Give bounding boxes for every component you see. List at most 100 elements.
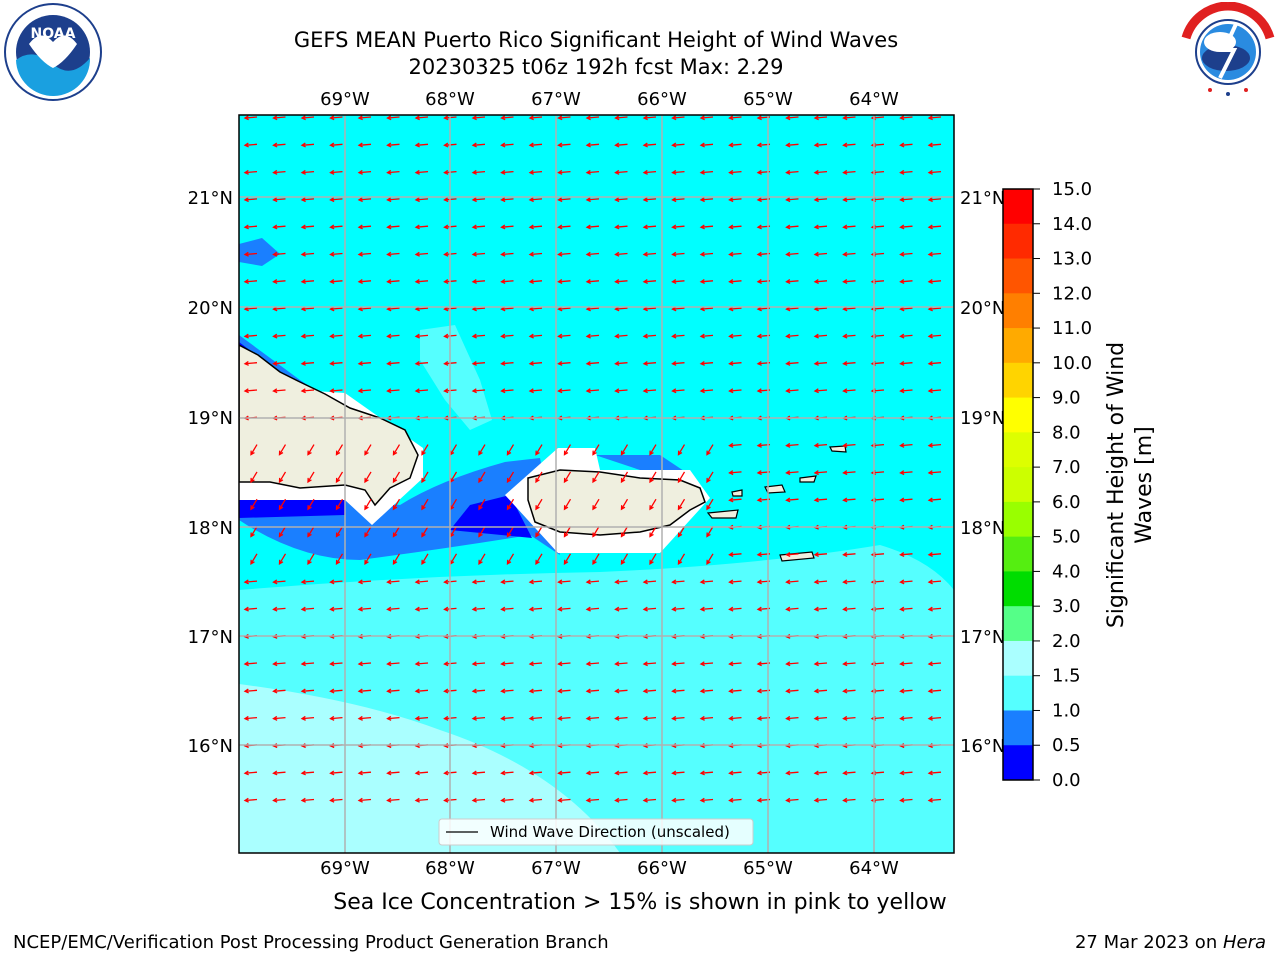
wave-arrow xyxy=(329,333,343,339)
wave-arrow xyxy=(642,115,657,121)
wave-arrow xyxy=(813,360,828,366)
wave-arrow xyxy=(386,770,400,776)
lat-label: 21°N xyxy=(960,188,1005,209)
wave-arrow xyxy=(842,497,856,503)
wave-arrow xyxy=(414,715,429,721)
wave-arrow xyxy=(557,606,571,612)
wave-arrow xyxy=(528,579,543,585)
wave-arrow xyxy=(927,770,942,776)
wave-arrow xyxy=(785,552,799,558)
wave-arrow xyxy=(471,715,486,721)
wave-arrow xyxy=(471,115,486,121)
wave-arrow xyxy=(785,497,799,503)
wave-arrow xyxy=(557,797,571,803)
colorbar-tick-label: 0.0 xyxy=(1052,770,1081,791)
wave-arrow xyxy=(585,388,600,394)
wave-arrow xyxy=(642,606,657,612)
wave-arrow xyxy=(250,526,258,538)
wave-arrow xyxy=(414,579,429,585)
wave-arrow xyxy=(842,333,856,339)
wave-arrow xyxy=(528,115,543,121)
wave-arrow xyxy=(243,715,258,721)
wave-arrow xyxy=(899,552,913,558)
wave-arrow xyxy=(585,197,600,203)
wave-arrow xyxy=(243,388,258,394)
wave-arrow xyxy=(728,470,742,476)
wave-arrow xyxy=(671,360,685,366)
noaa-logo: NOAA xyxy=(4,3,102,101)
wave-arrow xyxy=(699,169,714,175)
wave-arrow xyxy=(785,115,799,121)
wave-arrow xyxy=(500,333,514,339)
colorbar-segment xyxy=(1003,571,1033,607)
colorbar-segment xyxy=(1003,501,1033,538)
wave-arrow xyxy=(620,553,629,565)
wave-arrow xyxy=(243,688,258,694)
wave-arrow xyxy=(300,797,315,803)
wave-arrow xyxy=(813,579,828,585)
lat-label: 20°N xyxy=(188,298,233,319)
wave-arrow xyxy=(414,115,429,121)
wave-arrow xyxy=(899,197,913,203)
wave-arrow xyxy=(414,142,429,148)
wave-arrow xyxy=(785,606,799,612)
wave-arrow xyxy=(300,661,315,667)
wave-arrow xyxy=(927,360,942,366)
wave-arrow xyxy=(471,797,486,803)
wave-arrow xyxy=(785,661,799,667)
wave-arrow xyxy=(728,169,742,175)
wave-arrow xyxy=(557,169,571,175)
lat-label: 16°N xyxy=(188,736,233,757)
wave-arrow xyxy=(272,169,286,175)
noaa-logo-text: NOAA xyxy=(31,26,76,42)
wave-arrow xyxy=(842,360,856,366)
wave-arrow xyxy=(557,251,571,257)
wave-arrow xyxy=(357,770,372,776)
wave-arrow xyxy=(329,715,343,721)
wave-arrow xyxy=(329,360,343,366)
wave-arrow xyxy=(557,661,571,667)
wave-arrow xyxy=(535,444,543,456)
wave-arrow xyxy=(677,444,686,456)
wave-arrow xyxy=(699,688,714,694)
wave-arrow xyxy=(272,688,286,694)
wave-arrow xyxy=(671,333,685,339)
wave-arrow xyxy=(813,224,828,230)
wave-arrow xyxy=(699,797,714,803)
wave-arrow xyxy=(699,606,714,612)
wave-arrow xyxy=(842,770,856,776)
wave-arrow xyxy=(272,197,286,203)
wave-arrow xyxy=(557,224,571,230)
wave-arrow xyxy=(528,797,543,803)
wave-arrow xyxy=(478,471,486,484)
wave-arrow xyxy=(557,142,571,148)
colorbar-tick-label: 0.5 xyxy=(1052,735,1081,756)
wave-arrow xyxy=(250,498,258,511)
wave-arrow xyxy=(272,797,286,803)
wave-arrow xyxy=(500,688,514,694)
wave-arrow xyxy=(899,797,913,803)
colorbar-tick-label: 2.0 xyxy=(1052,631,1081,652)
footer-date: 27 Mar 2023 on Hera xyxy=(1075,932,1266,953)
wave-arrow xyxy=(357,579,372,585)
wave-arrow xyxy=(585,115,600,121)
wave-arrow xyxy=(500,715,514,721)
wave-arrow xyxy=(592,498,600,511)
wave-arrow xyxy=(614,770,628,776)
wave-arrow xyxy=(813,279,828,285)
wave-arrow xyxy=(842,552,856,558)
wave-arrow xyxy=(620,526,629,538)
wave-arrow xyxy=(927,279,942,285)
wave-arrow xyxy=(272,360,286,366)
wave-arrow xyxy=(471,333,486,339)
wave-arrow xyxy=(278,444,287,456)
wave-arrow xyxy=(899,169,913,175)
wave-arrow xyxy=(528,688,543,694)
wave-arrow xyxy=(357,197,372,203)
wave-arrow xyxy=(243,169,258,175)
wave-arrow xyxy=(706,498,714,511)
wave-arrow xyxy=(671,770,685,776)
wave-arrow xyxy=(300,279,315,285)
wave-arrow xyxy=(272,770,286,776)
wave-arrow xyxy=(421,498,429,511)
